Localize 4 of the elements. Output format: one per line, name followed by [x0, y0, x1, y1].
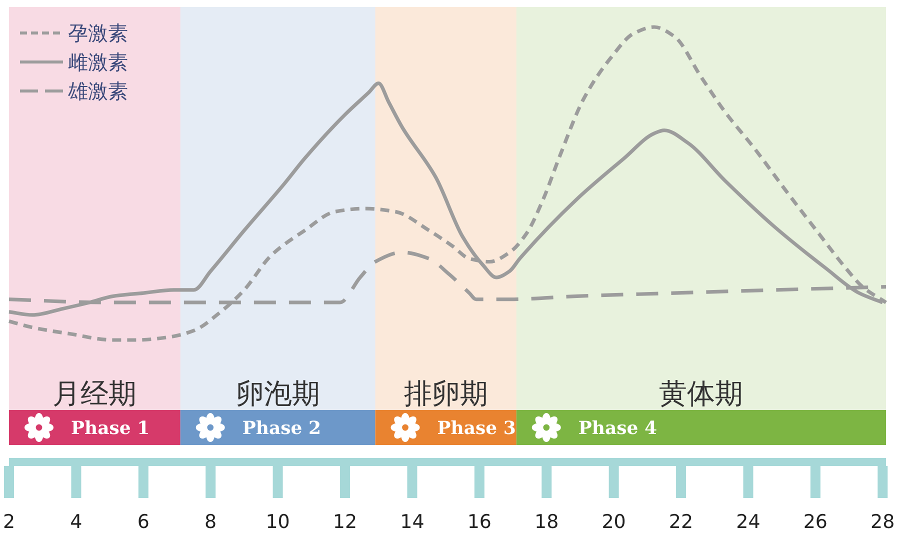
annotation: Phase 3 [437, 418, 516, 439]
annotation: Phase 2 [242, 418, 322, 439]
annotation: Phase 1 [71, 418, 150, 439]
annotation: Phase 4 [578, 418, 658, 439]
